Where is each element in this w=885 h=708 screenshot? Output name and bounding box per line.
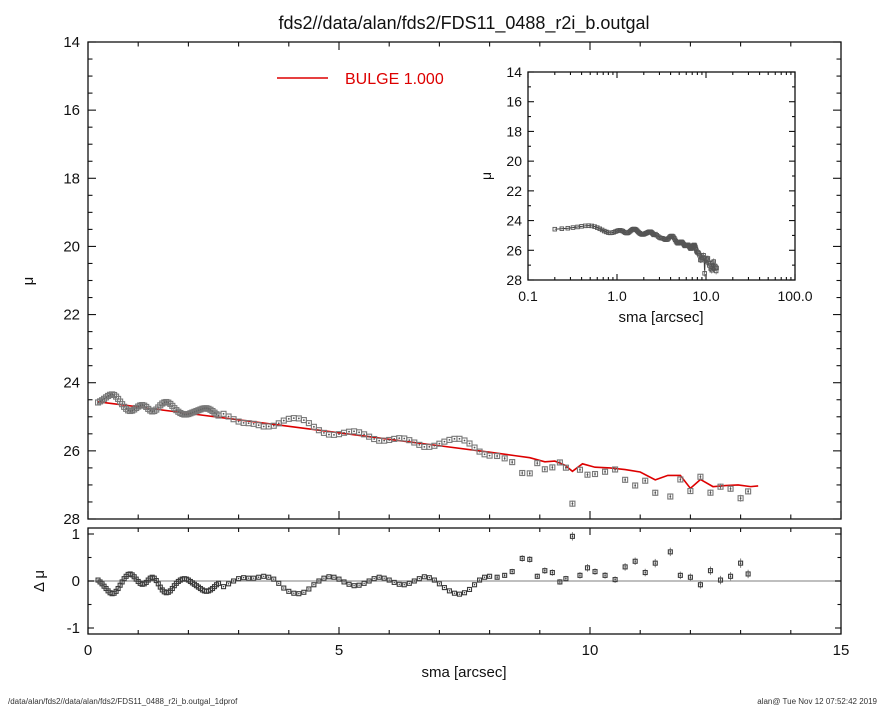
footer-user-timestamp: alan@ Tue Nov 12 07:52:42 2019 [757, 697, 877, 706]
page-title: fds2//data/alan/fds2/FDS11_0488_r2i_b.ou… [279, 13, 650, 34]
inset-axes: 0.1 1.0 10.0 100.0 14 16 18 20 22 24 26 28 [506, 64, 812, 304]
main-y-tick-label: 16 [63, 102, 80, 119]
x-tick-label: 15 [833, 642, 850, 659]
main-y-tick-label: 20 [63, 238, 80, 255]
main-y-tick-label: 18 [63, 170, 80, 187]
residual-y-tick-label: 1 [72, 526, 80, 543]
shared-x-axis-label: sma [arcsec] [421, 664, 506, 681]
inset-y-tick-label: 20 [506, 153, 522, 169]
main-y-tick-label: 26 [63, 443, 80, 460]
inset-y-tick-label: 14 [506, 64, 522, 80]
inset-x-tick-label: 10.0 [692, 288, 719, 304]
inset-x-tick-label: 0.1 [518, 288, 538, 304]
residual-y-axis-label: Δ μ [31, 570, 48, 592]
x-tick-label: 5 [335, 642, 343, 659]
footer-file-path: /data/alan/fds2//data/alan/fds2/FDS11_04… [8, 697, 238, 706]
inset-x-tick-label: 100.0 [777, 288, 812, 304]
main-axes: 14 16 18 20 22 24 26 28 [63, 34, 842, 528]
galaxy-profile-points [94, 391, 752, 507]
inset-x-tick-label: 1.0 [607, 288, 627, 304]
legend-label: BULGE 1.000 [345, 71, 444, 88]
inset-y-tick-label: 26 [506, 242, 522, 258]
inset-x-axis-label: sma [arcsec] [618, 309, 703, 326]
inset-y-tick-label: 18 [506, 123, 522, 139]
inset-y-tick-label: 16 [506, 94, 522, 110]
main-y-tick-label: 24 [63, 375, 80, 392]
inset-y-tick-label: 22 [506, 183, 522, 199]
residual-y-tick-label: 0 [72, 573, 80, 590]
inset-profile-points [552, 223, 719, 277]
inset-panel: 0.1 1.0 10.0 100.0 14 16 18 20 22 24 26 28 [506, 64, 812, 304]
x-tick-label: 10 [582, 642, 599, 659]
residual-points [95, 532, 751, 597]
main-y-tick-label: 22 [63, 307, 80, 324]
main-y-tick-label: 28 [63, 511, 80, 528]
inset-y-tick-label: 28 [506, 272, 522, 288]
inset-y-axis-label: μ [478, 172, 494, 180]
x-tick-label: 0 [84, 642, 92, 659]
panel-frame [527, 71, 796, 281]
main-y-axis-label: μ [20, 277, 37, 286]
inset-y-tick-label: 24 [506, 213, 522, 229]
main-y-tick-label: 14 [63, 34, 80, 51]
residual-y-tick-label: -1 [67, 620, 80, 637]
main-panel: 14 16 18 20 22 24 26 28 [63, 34, 842, 528]
